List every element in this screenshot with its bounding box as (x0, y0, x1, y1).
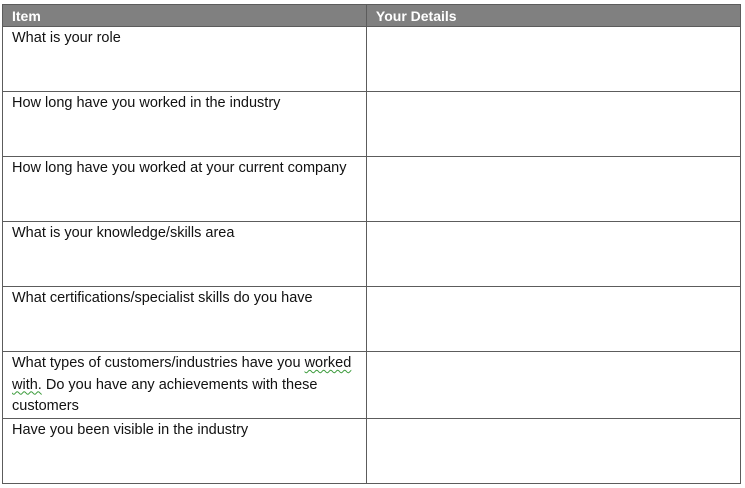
grammar-flagged-text: worked with. (12, 355, 352, 393)
row-item-knowledge-area: What is your knowledge/skills area (2, 221, 367, 287)
profile-questionnaire-table: Item Your Details What is your role How … (2, 4, 742, 484)
row-item-company-tenure: How long have you worked at your current… (2, 156, 367, 222)
row-details-certifications[interactable] (365, 286, 742, 352)
table-row: How long have you worked at your current… (2, 156, 742, 222)
row-item-industry-tenure: How long have you worked in the industry (2, 91, 367, 157)
row-details-company-tenure[interactable] (365, 156, 742, 222)
row-details-customers[interactable] (365, 351, 742, 419)
row-details-knowledge-area[interactable] (365, 221, 742, 287)
row-details-visibility[interactable] (365, 417, 742, 484)
row-details-industry-tenure[interactable] (365, 91, 742, 157)
row-item-customers-text-start: What types of customers/industries have … (12, 355, 305, 371)
row-details-role[interactable] (365, 26, 742, 92)
row-item-role: What is your role (2, 26, 367, 92)
table-row: What is your role (2, 26, 742, 92)
table-row: What certifications/specialist skills do… (2, 286, 742, 352)
row-item-certifications: What certifications/specialist skills do… (2, 286, 367, 352)
table-header-row: Item Your Details (2, 4, 742, 27)
row-item-customers-text-end: Do you have any achievements with these … (12, 376, 318, 415)
table-row: How long have you worked in the industry (2, 91, 742, 157)
table-row: What types of customers/industries have … (2, 351, 742, 419)
header-your-details: Your Details (365, 4, 742, 27)
table-row: What is your knowledge/skills area (2, 221, 742, 287)
table-row: Have you been visible in the industry (2, 417, 742, 484)
header-item: Item (2, 4, 367, 27)
row-item-customers: What types of customers/industries have … (2, 351, 367, 419)
row-item-visibility: Have you been visible in the industry (2, 417, 367, 484)
